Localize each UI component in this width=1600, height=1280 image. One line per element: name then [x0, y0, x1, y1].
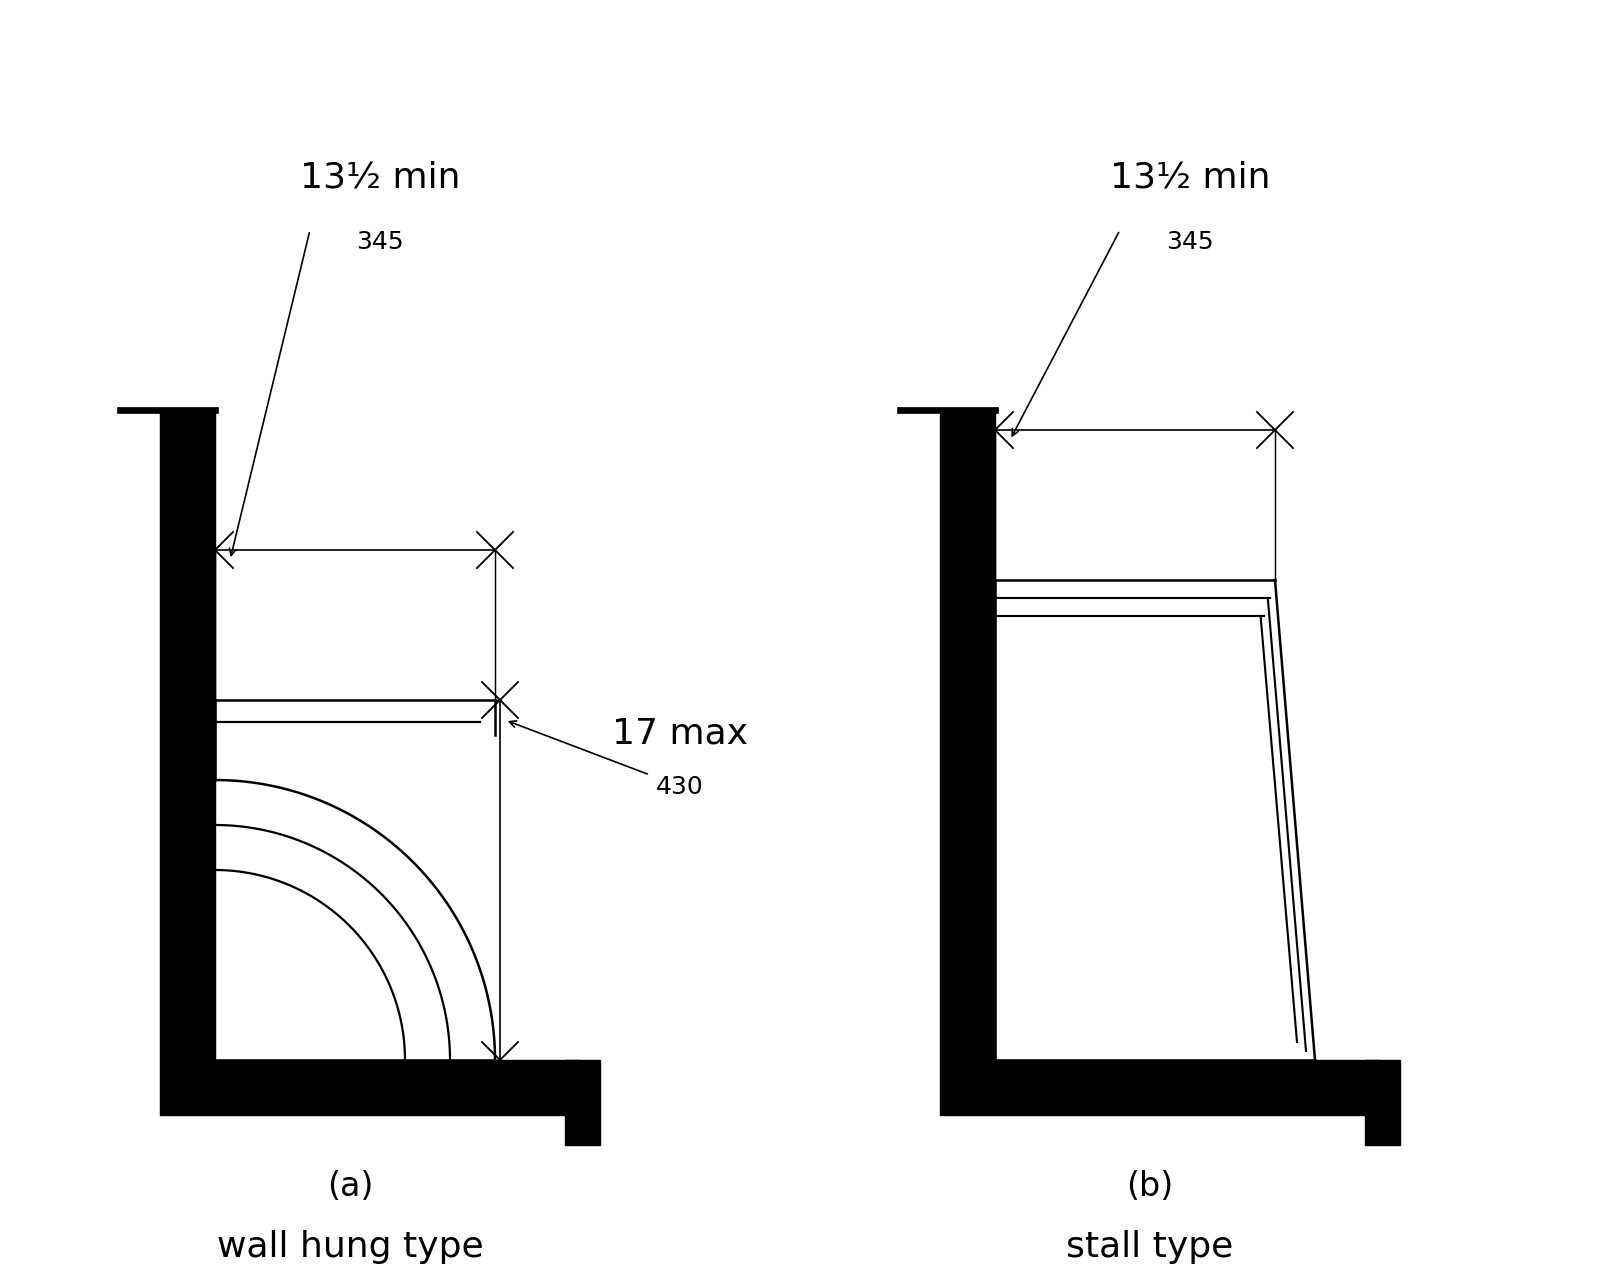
- Text: 345: 345: [357, 230, 403, 253]
- Text: stall type: stall type: [1066, 1230, 1234, 1265]
- Bar: [160, 410, 214, 1060]
- Bar: [941, 410, 995, 1060]
- Text: 17 max: 17 max: [611, 716, 749, 750]
- Bar: [941, 1060, 1379, 1115]
- Bar: [565, 1060, 600, 1146]
- Bar: [1365, 1060, 1400, 1146]
- Bar: [160, 1060, 579, 1115]
- Text: 345: 345: [1166, 230, 1214, 253]
- Text: (b): (b): [1126, 1170, 1174, 1203]
- Text: 430: 430: [656, 774, 704, 799]
- Text: wall hung type: wall hung type: [216, 1230, 483, 1265]
- Text: 13½ min: 13½ min: [1110, 161, 1270, 195]
- Text: (a): (a): [326, 1170, 373, 1203]
- Text: 13½ min: 13½ min: [299, 161, 461, 195]
